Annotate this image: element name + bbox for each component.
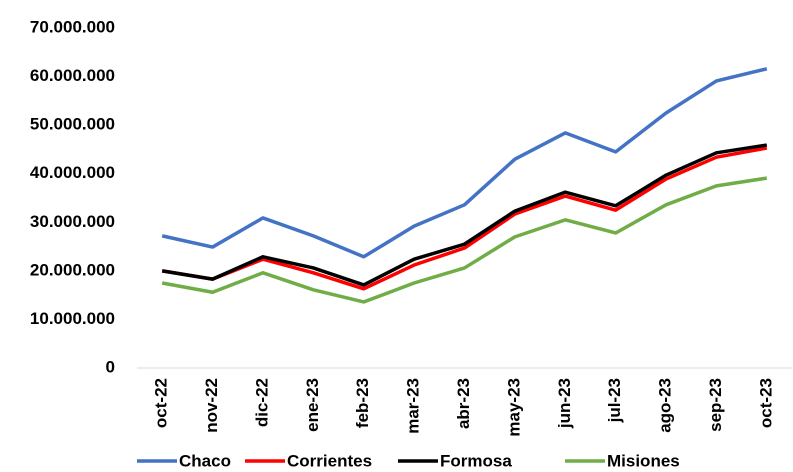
y-tick-label: 70.000.000 bbox=[30, 17, 115, 36]
line-series bbox=[161, 146, 768, 291]
x-tick-label: mar-23 bbox=[404, 378, 423, 434]
legend-label: Corrientes bbox=[287, 451, 372, 470]
x-tick-label: jul-23 bbox=[605, 378, 624, 423]
line-series bbox=[161, 67, 768, 259]
x-tick-label: feb-23 bbox=[353, 378, 372, 428]
x-tick-label: may-23 bbox=[504, 378, 523, 437]
y-tick-label: 60.000.000 bbox=[30, 66, 115, 85]
y-tick-label: 50.000.000 bbox=[30, 115, 115, 134]
y-tick-label: 10.000.000 bbox=[30, 309, 115, 328]
x-tick-label: oct-22 bbox=[152, 378, 171, 428]
x-tick-label: abr-23 bbox=[454, 378, 473, 429]
x-tick-label: nov-22 bbox=[202, 378, 221, 433]
legend-label: Misiones bbox=[607, 451, 680, 470]
y-tick-label: 40.000.000 bbox=[30, 163, 115, 182]
line-series bbox=[161, 143, 768, 287]
x-tick-label: dic-22 bbox=[252, 378, 271, 427]
legend-label: Formosa bbox=[440, 451, 512, 470]
x-tick-label: ago-23 bbox=[656, 378, 675, 433]
y-tick-label: 20.000.000 bbox=[30, 260, 115, 279]
x-tick-label: sep-23 bbox=[706, 378, 725, 432]
x-tick-label: oct-23 bbox=[756, 378, 775, 428]
y-tick-label: 0 bbox=[106, 357, 115, 376]
x-tick-label: jun-23 bbox=[555, 378, 574, 429]
legend-label: Chaco bbox=[179, 451, 231, 470]
x-tick-label: ene-23 bbox=[303, 378, 322, 432]
line-series bbox=[161, 176, 768, 304]
y-tick-label: 30.000.000 bbox=[30, 212, 115, 231]
